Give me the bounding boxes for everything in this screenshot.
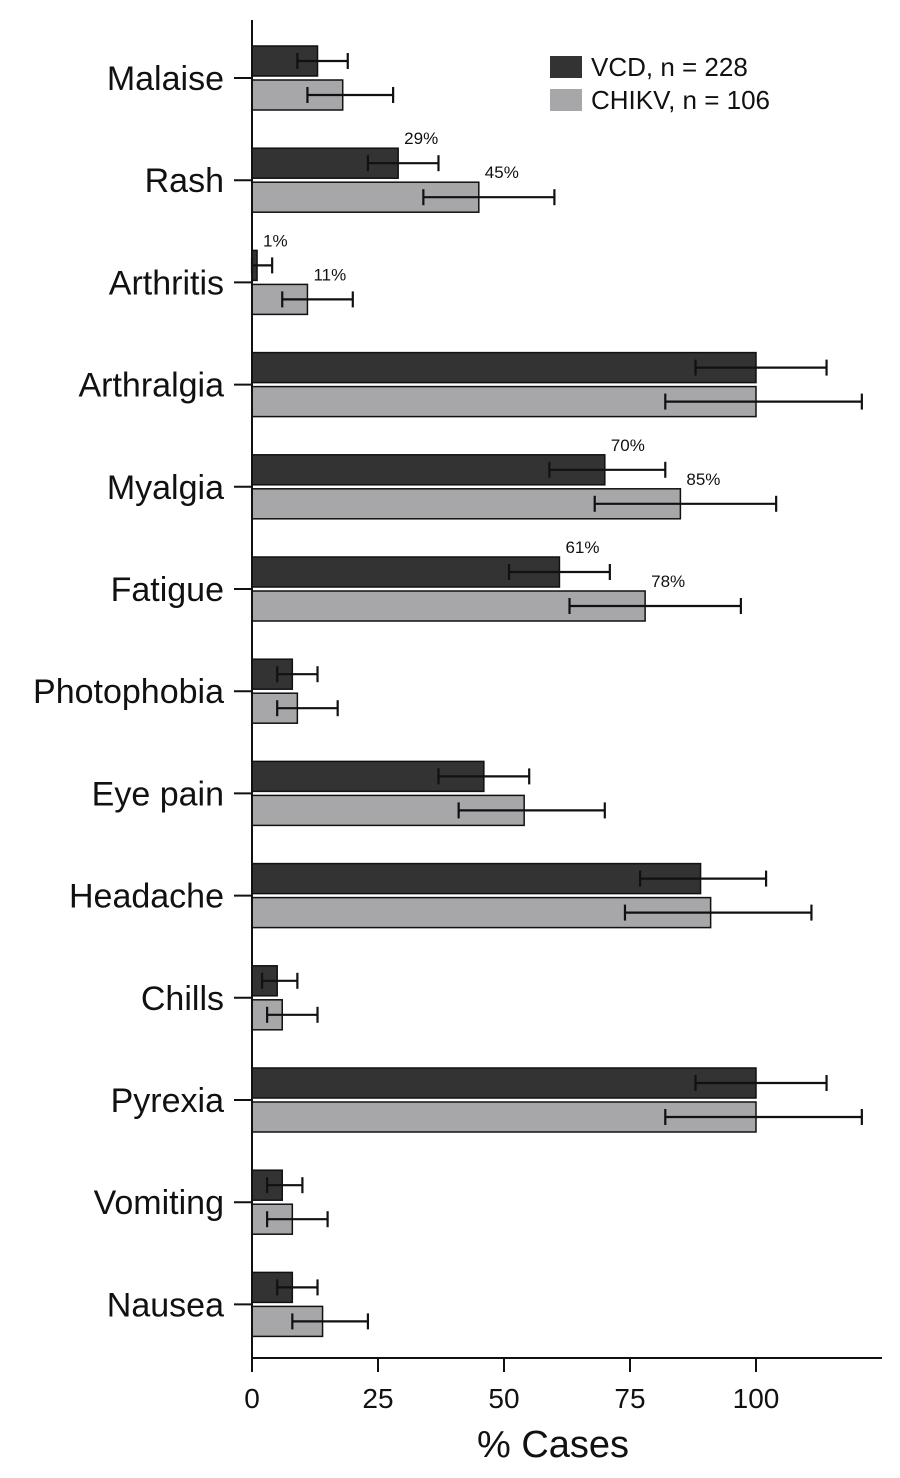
data-label-chikv-arthritis: 11% — [313, 265, 346, 284]
x-tick-label-100: 100 — [733, 1383, 780, 1414]
error-bar-chikv-eye-pain — [457, 802, 606, 819]
data-label-vcd-myalgia: 70% — [611, 436, 645, 455]
data-label-chikv-rash: 45% — [485, 163, 519, 182]
error-bars-layer — [250, 53, 863, 1330]
error-bar-chikv-headache — [623, 904, 813, 921]
error-bar-vcd-fatigue — [507, 564, 611, 580]
error-bar-vcd-nausea — [276, 1279, 319, 1296]
category-label-pyrexia: Pyrexia — [111, 1082, 224, 1120]
error-bar-vcd-vomiting — [266, 1177, 304, 1194]
category-label-arthralgia: Arthralgia — [78, 367, 224, 405]
legend: VCD, n = 228 CHIKV, n = 106 — [550, 52, 770, 115]
category-label-myalgia: Myalgia — [107, 469, 224, 507]
category-label-photophobia: Photophobia — [33, 673, 224, 711]
bar-vcd-arthralgia — [251, 351, 757, 384]
category-label-eye-pain: Eye pain — [92, 775, 224, 813]
bars-layer — [251, 45, 757, 1338]
category-label-chills: Chills — [141, 980, 224, 1018]
error-bar-chikv-photophobia — [276, 700, 339, 717]
error-bar-vcd-pyrexia — [694, 1075, 828, 1091]
error-bar-vcd-myalgia — [548, 461, 667, 478]
x-tick-label-0: 0 — [244, 1383, 260, 1414]
data-label-vcd-arthritis: 1% — [263, 231, 288, 250]
error-bar-vcd-chills — [260, 972, 299, 989]
data-label-vcd-rash: 29% — [404, 129, 438, 148]
category-labels-layer: Malaise Rash Arthritis Arthralgia Myalgia Fat… — [33, 60, 252, 1324]
bar-vcd-headache — [251, 862, 702, 895]
error-bar-chikv-nausea — [291, 1313, 370, 1330]
error-bar-vcd-arthralgia — [694, 359, 828, 376]
legend-label-vcd: VCD, n = 228 — [591, 52, 748, 82]
error-bar-vcd-malaise — [296, 53, 349, 69]
error-bar-chikv-malaise — [306, 87, 395, 103]
error-bar-vcd-rash — [366, 155, 440, 172]
category-label-nausea: Nausea — [107, 1286, 224, 1324]
x-tick-label-75: 75 — [614, 1383, 645, 1414]
category-label-malaise: Malaise — [107, 60, 224, 98]
bar-vcd-pyrexia — [251, 1067, 757, 1099]
error-bar-chikv-pyrexia — [664, 1109, 863, 1125]
error-bar-chikv-fatigue — [568, 598, 742, 614]
error-bar-chikv-myalgia — [593, 495, 778, 512]
error-bar-vcd-headache — [638, 870, 768, 887]
x-tick-label-50: 50 — [488, 1383, 519, 1414]
bar-vcd-myalgia — [251, 454, 606, 486]
category-label-vomiting: Vomiting — [94, 1184, 224, 1222]
error-bar-vcd-photophobia — [276, 666, 319, 683]
category-label-fatigue: Fatigue — [111, 571, 224, 609]
category-label-arthritis: Arthritis — [109, 264, 224, 302]
data-label-chikv-fatigue: 78% — [651, 572, 685, 591]
data-labels-layer: 29% 45% 1% 11% 70% 85% 61% 78% — [263, 129, 720, 591]
x-axis-title: % Cases — [477, 1424, 629, 1466]
data-label-vcd-fatigue: 61% — [565, 538, 599, 557]
data-label-chikv-myalgia: 85% — [686, 470, 720, 489]
legend-swatch-vcd — [550, 56, 582, 78]
category-label-rash: Rash — [145, 162, 224, 200]
error-bar-chikv-arthralgia — [664, 393, 863, 410]
x-ticks-layer: 0 25 50 75 100 — [244, 1358, 779, 1414]
legend-swatch-chikv — [550, 89, 582, 111]
x-tick-label-25: 25 — [362, 1383, 393, 1414]
error-bar-vcd-eye-pain — [437, 768, 531, 785]
error-bar-chikv-chills — [266, 1006, 319, 1023]
legend-label-chikv: CHIKV, n = 106 — [591, 85, 770, 115]
axes-layer — [251, 20, 882, 1359]
category-label-headache: Headache — [69, 878, 224, 916]
error-bar-chikv-arthritis — [281, 291, 354, 308]
error-bar-chikv-rash — [422, 189, 556, 206]
error-bar-chikv-vomiting — [266, 1211, 329, 1228]
